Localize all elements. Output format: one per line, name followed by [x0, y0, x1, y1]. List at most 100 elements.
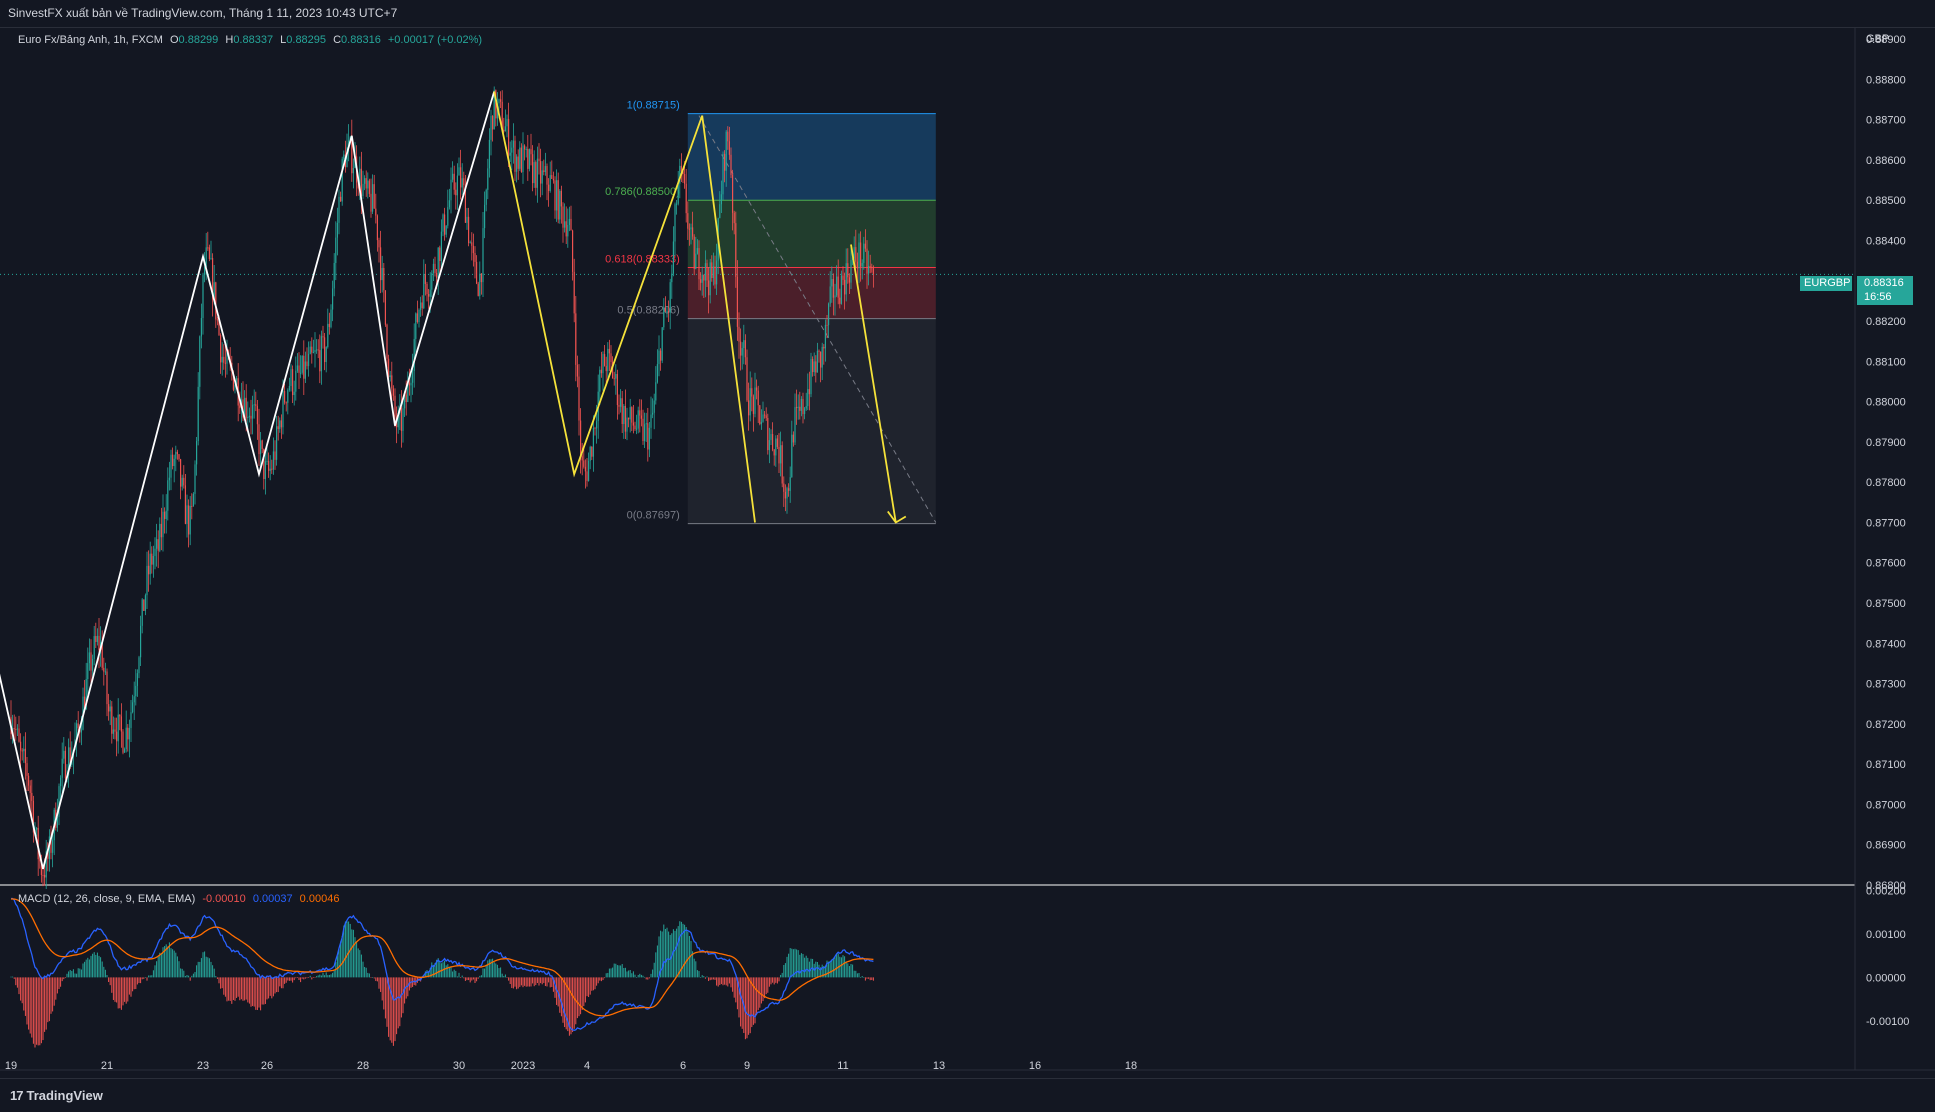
macd-histogram-bar — [517, 977, 519, 989]
candle-body — [224, 362, 226, 364]
time-tick-label: 9 — [744, 1060, 750, 1072]
macd-histogram-bar — [530, 977, 532, 987]
macd-histogram-bar — [336, 955, 338, 978]
macd-histogram-bar — [712, 977, 714, 980]
macd-histogram-bar — [864, 977, 866, 981]
macd-histogram-bar — [704, 977, 706, 979]
candle-body — [304, 361, 306, 379]
candle-body — [816, 350, 818, 373]
macd-histogram-bar — [332, 972, 334, 978]
macd-histogram-bar — [96, 952, 98, 978]
macd-histogram-bar — [394, 977, 396, 1042]
macd-histogram-bar — [122, 977, 124, 1006]
macd-histogram-bar — [615, 963, 617, 978]
candle-body — [109, 706, 111, 712]
chart-canvas[interactable]: 1(0.88715) 0.786(0.88500) 0.618(0.88333) 0.… — [0, 27, 1935, 1077]
candle-body — [839, 297, 841, 304]
publisher-text: SinvestFX xuất bản về TradingView.com, T… — [8, 6, 398, 20]
candle-body — [164, 511, 166, 519]
candle-body — [87, 663, 89, 680]
macd-histogram-bar — [648, 977, 650, 979]
macd-histogram-bar — [346, 921, 348, 978]
candle-body — [749, 388, 751, 416]
macd-histogram-bar — [178, 961, 180, 978]
macd-histogram-bar — [437, 958, 439, 978]
candle-body — [554, 180, 556, 211]
candle-body — [471, 242, 473, 246]
macd-histogram-bar — [855, 970, 857, 978]
candle-body — [445, 225, 447, 235]
macd-histogram-bar — [114, 977, 116, 1002]
macd-histogram-bar — [220, 977, 222, 989]
candle-body — [208, 247, 210, 259]
macd-histogram-bar — [402, 977, 404, 1014]
macd-histogram-bar — [804, 957, 806, 978]
candle-body — [212, 258, 214, 300]
macd-histogram-bar — [108, 977, 110, 983]
candle-body — [676, 203, 678, 205]
candle-body — [570, 218, 572, 231]
candle-body — [834, 295, 836, 298]
candle-body — [727, 131, 729, 142]
candle-body — [682, 171, 684, 175]
candle-body — [170, 454, 172, 478]
price-tick-label: 0.88100 — [1866, 356, 1906, 368]
candle-body — [751, 388, 753, 397]
open-label: O — [169, 34, 179, 46]
macd-histogram-bar — [325, 972, 327, 978]
price-tag-symbol: EURGBP — [1804, 277, 1851, 289]
macd-histogram-bar — [367, 972, 369, 978]
macd-histogram-bar — [269, 977, 271, 996]
change-value: +0.00017 (+0.02%) — [387, 34, 483, 46]
candle-body — [493, 90, 495, 130]
macd-histogram-bar — [64, 977, 66, 979]
macd-histogram-bar — [24, 977, 26, 1016]
macd-histogram-bar — [384, 977, 386, 1019]
macd-histogram-bar — [476, 977, 478, 982]
macd-histogram-bar — [306, 977, 308, 979]
candle-body — [412, 370, 414, 383]
candle-body — [127, 727, 129, 740]
fib-zone-0.618 — [687, 267, 936, 319]
candle-body — [114, 729, 116, 732]
candle-body — [812, 358, 814, 373]
macd-histogram-bar — [72, 969, 74, 978]
candle-body — [767, 418, 769, 451]
macd-histogram-bar — [429, 968, 431, 978]
macd-histogram-bar — [311, 977, 313, 980]
projection-arrow-line — [850, 244, 897, 523]
candle-body — [845, 263, 847, 295]
macd-histogram-bar — [820, 967, 822, 978]
candle-body — [508, 118, 510, 156]
macd-histogram-bar — [396, 977, 398, 1035]
macd-histogram-bar — [392, 977, 394, 1046]
candle-body — [181, 477, 183, 487]
candle-body — [773, 449, 775, 456]
macd-histogram-bar — [354, 937, 356, 978]
macd-histogram-bar — [23, 977, 25, 1011]
candle-body — [794, 407, 796, 443]
tradingview-logo[interactable]: 17 TradingView — [10, 1088, 103, 1103]
candle-body — [450, 179, 452, 201]
macd-histogram-bar — [500, 967, 502, 978]
candle-body — [813, 361, 815, 373]
candle-body — [204, 267, 206, 275]
macd-histogram-bar — [61, 977, 63, 982]
candle-body — [250, 415, 252, 419]
macd-histogram-bar — [186, 975, 188, 978]
fib-label-0: 0(0.87697) — [627, 510, 680, 522]
macd-histogram-bar — [656, 945, 658, 978]
candle-body — [269, 468, 271, 471]
candle-body — [421, 302, 423, 309]
candle-body — [772, 434, 774, 450]
macd-legend: MACD (12, 26, close, 9, EMA, EMA) -0.000… — [18, 893, 339, 905]
macd-histogram-bar — [13, 977, 15, 979]
candle-body — [191, 505, 193, 507]
macd-histogram-bar — [631, 973, 633, 978]
price-tick-label: 0.87400 — [1866, 638, 1906, 650]
macd-histogram-bar — [253, 977, 255, 1007]
candle-body — [802, 398, 804, 415]
candle-body — [343, 154, 345, 159]
candle-body — [429, 289, 431, 297]
candle-body — [180, 459, 182, 487]
